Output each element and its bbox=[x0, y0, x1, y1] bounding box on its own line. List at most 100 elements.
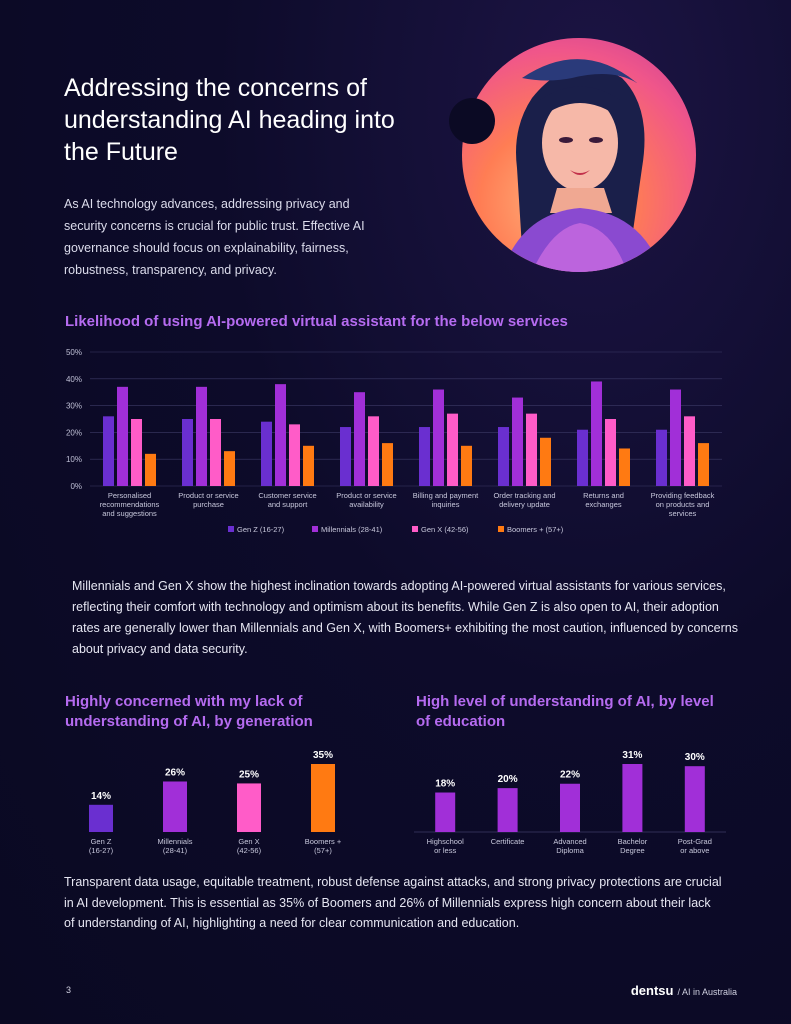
category-label: Customer service bbox=[258, 491, 316, 500]
bar-6-3 bbox=[619, 448, 630, 486]
data-label: 14% bbox=[91, 791, 111, 802]
data-label: 31% bbox=[622, 750, 642, 761]
category-label: Millennials bbox=[157, 837, 192, 846]
portrait-illustration bbox=[502, 59, 662, 272]
category-label: Providing feedback bbox=[651, 491, 715, 500]
bar-3-0 bbox=[340, 427, 351, 486]
bar-4-2 bbox=[447, 413, 458, 486]
category-label: Personalised bbox=[108, 491, 151, 500]
bar-7-2 bbox=[684, 416, 695, 486]
y-tick-label: 40% bbox=[66, 375, 82, 384]
data-label: 20% bbox=[498, 774, 518, 785]
category-label: on products and bbox=[656, 500, 710, 509]
bar-4-1 bbox=[433, 389, 444, 486]
bar-1-2 bbox=[210, 419, 221, 486]
category-label: Highschool bbox=[427, 837, 464, 846]
category-label: Product or service bbox=[178, 491, 238, 500]
category-label: availability bbox=[349, 500, 384, 509]
category-label: Advanced bbox=[553, 837, 586, 846]
category-label: (16-27) bbox=[89, 846, 114, 855]
bar-0-3 bbox=[145, 453, 156, 486]
brand-logo: dentsu bbox=[630, 983, 674, 998]
bar-4-3 bbox=[461, 445, 472, 486]
footer: dentsu / AI in Australia bbox=[631, 983, 737, 998]
category-label: Product or service bbox=[336, 491, 396, 500]
category-label: Diploma bbox=[556, 846, 584, 855]
y-tick-label: 50% bbox=[66, 348, 82, 357]
bar-5-0 bbox=[498, 427, 509, 486]
category-label: Certificate bbox=[491, 837, 525, 846]
legend-swatch bbox=[498, 526, 504, 532]
data-label: 26% bbox=[165, 767, 185, 778]
bar-5-2 bbox=[526, 413, 537, 486]
intro-paragraph: As AI technology advances, addressing pr… bbox=[64, 197, 365, 277]
legend-label: Gen Z (16-27) bbox=[237, 525, 285, 534]
category-label: recommendations bbox=[100, 500, 160, 509]
bar-6-0 bbox=[577, 429, 588, 486]
category-label: (57+) bbox=[314, 846, 332, 855]
y-tick-label: 10% bbox=[66, 455, 82, 464]
chart2-title: Highly concerned with my lack of underst… bbox=[65, 693, 313, 730]
category-label: (28-41) bbox=[163, 846, 188, 855]
bar-1-0 bbox=[182, 419, 193, 486]
category-label: Boomers + bbox=[305, 837, 342, 846]
bar-7-3 bbox=[698, 443, 709, 486]
data-label: 25% bbox=[239, 769, 259, 780]
page-title: Addressing the concerns of understanding… bbox=[64, 74, 395, 166]
bar-6-1 bbox=[591, 381, 602, 486]
legend-label: Boomers + (57+) bbox=[507, 525, 564, 534]
category-label: and suggestions bbox=[102, 509, 157, 518]
category-label: delivery update bbox=[499, 500, 550, 509]
category-label: exchanges bbox=[585, 500, 622, 509]
category-label: Gen Z bbox=[91, 837, 112, 846]
category-label: inquiries bbox=[432, 500, 460, 509]
category-label: Order tracking and bbox=[493, 491, 555, 500]
bar-6-2 bbox=[605, 419, 616, 486]
legend-label: Millennials (28-41) bbox=[321, 525, 383, 534]
category-label: Degree bbox=[620, 846, 645, 855]
category-label: Post-Grad bbox=[678, 837, 712, 846]
bar-1-1 bbox=[196, 386, 207, 486]
category-label: or above bbox=[680, 846, 709, 855]
category-label: Returns and bbox=[583, 491, 624, 500]
chart3-title: High level of understanding of AI, by le… bbox=[416, 693, 714, 730]
data-label: 30% bbox=[685, 752, 705, 763]
bar-2-0 bbox=[261, 421, 272, 486]
bar-2-1 bbox=[275, 384, 286, 486]
bar-3-3 bbox=[382, 443, 393, 486]
chart1-title: Likelihood of using AI-powered virtual a… bbox=[65, 313, 568, 330]
bar-0-1 bbox=[117, 386, 128, 486]
bar-1-3 bbox=[224, 451, 235, 486]
category-label: purchase bbox=[193, 500, 224, 509]
bar-7-1 bbox=[670, 389, 681, 486]
category-label: or less bbox=[434, 846, 456, 855]
bar-0-2 bbox=[131, 419, 142, 486]
bar-3-1 bbox=[354, 392, 365, 486]
bar-3 bbox=[622, 764, 643, 832]
bar-2 bbox=[560, 783, 580, 832]
bar-5-1 bbox=[512, 397, 523, 486]
legend-swatch bbox=[228, 526, 234, 532]
y-tick-label: 30% bbox=[66, 402, 82, 411]
bar-5-3 bbox=[540, 437, 551, 486]
page-number: 3 bbox=[66, 985, 72, 995]
bar-0-0 bbox=[103, 416, 114, 486]
decorative-circle bbox=[449, 98, 495, 144]
bar-4 bbox=[684, 766, 705, 832]
data-label: 22% bbox=[560, 770, 580, 781]
publication-name: / AI in Australia bbox=[677, 987, 737, 997]
category-label: Bachelor bbox=[618, 837, 648, 846]
bar-1 bbox=[497, 788, 518, 832]
bar-1 bbox=[163, 781, 187, 832]
bar-3-2 bbox=[368, 416, 379, 486]
category-label: and support bbox=[268, 500, 309, 509]
data-label: 18% bbox=[435, 779, 455, 790]
bar-2 bbox=[237, 783, 261, 832]
insight-paragraph: Millennials and Gen X show the highest i… bbox=[72, 579, 738, 656]
category-label: (42-56) bbox=[237, 846, 262, 855]
category-label: Gen X bbox=[238, 837, 259, 846]
data-label: 35% bbox=[313, 750, 333, 761]
legend-swatch bbox=[312, 526, 318, 532]
legend-label: Gen X (42-56) bbox=[421, 525, 469, 534]
